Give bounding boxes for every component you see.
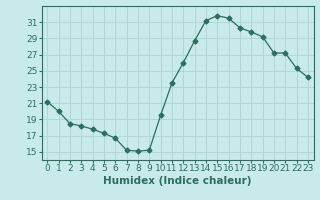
X-axis label: Humidex (Indice chaleur): Humidex (Indice chaleur) [103,176,252,186]
